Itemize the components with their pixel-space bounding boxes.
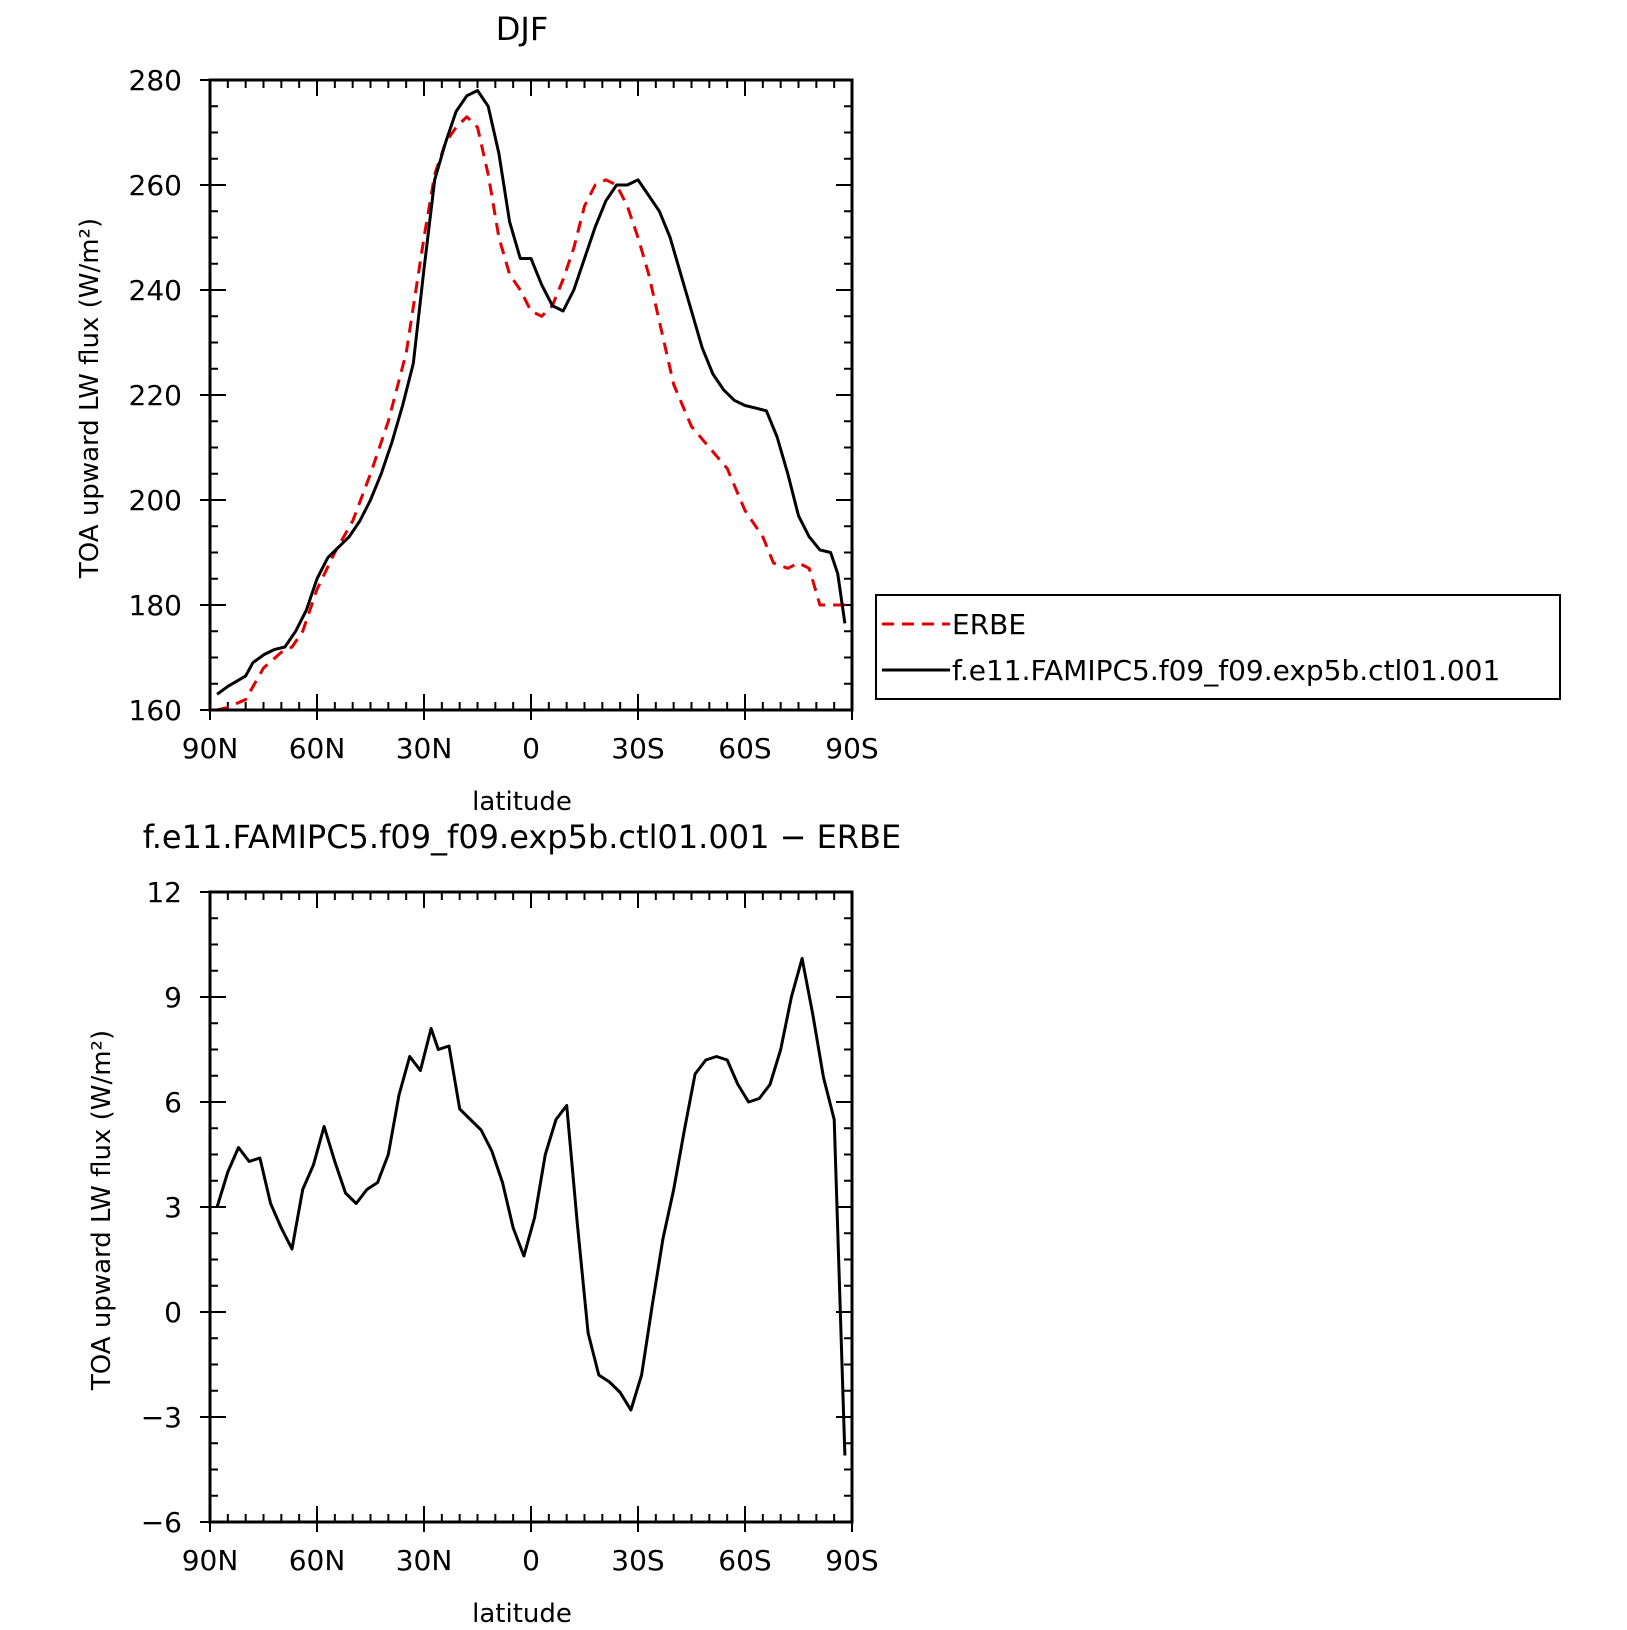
top-panel-frame: [208, 78, 854, 712]
bottom-y-tick-label: 12: [146, 876, 182, 909]
top-panel-series: [216, 89, 847, 712]
top-y-tick-label: 220: [129, 379, 182, 412]
top-y-tick-label: 200: [129, 484, 182, 517]
bottom-x-tick-label: 60S: [718, 1544, 771, 1577]
bottom-y-tick-label: −6: [141, 1506, 182, 1539]
bottom-panel-y-axis-label: TOA upward LW flux (W/m²): [87, 1030, 117, 1391]
top-panel-y-axis-label: TOA upward LW flux (W/m²): [75, 218, 105, 579]
bottom-series-line-0: [215, 957, 847, 1456]
bottom-x-tick-label: 90S: [825, 1544, 878, 1577]
bottom-y-tick-label: 0: [164, 1296, 182, 1329]
top-x-tick-label: 90N: [182, 732, 239, 765]
top-panel-tick-labels: 90N 60N 30N 0 30S 60S 90S 160 180 200 220 240 260 280: [129, 64, 879, 765]
top-x-tick-label: 0: [522, 732, 540, 765]
top-x-tick-label: 60N: [289, 732, 346, 765]
bottom-panel-frame: [208, 890, 854, 1524]
bottom-y-tick-label: 6: [164, 1086, 182, 1119]
top-x-tick-label: 90S: [825, 732, 878, 765]
top-panel-x-axis-label: latitude: [472, 787, 572, 817]
bottom-panel: f.e11.FAMIPC5.f09_f09.exp5b.ctl01.001 − …: [87, 818, 901, 1629]
bottom-x-tick-label: 0: [522, 1544, 540, 1577]
bottom-panel-series: [215, 957, 847, 1456]
top-y-tick-label: 240: [129, 274, 182, 307]
top-x-tick-label: 60S: [718, 732, 771, 765]
top-panel-title: DJF: [496, 10, 548, 48]
bottom-y-tick-label: −3: [141, 1401, 182, 1434]
bottom-y-tick-label: 9: [164, 981, 182, 1014]
bottom-x-tick-label: 30N: [396, 1544, 453, 1577]
legend-box: [875, 594, 1561, 700]
top-series-line-1: [216, 89, 847, 696]
legend-entry-model: f.e11.FAMIPC5.f09_f09.exp5b.ctl01.001: [952, 654, 1500, 687]
top-y-tick-label: 280: [129, 64, 182, 97]
top-series-line-0: [216, 115, 845, 712]
bottom-panel-tick-labels: 90N 60N 30N 0 30S 60S 90S −6 −3 0 3 6 9 12: [141, 876, 879, 1577]
top-y-tick-label: 180: [129, 589, 182, 622]
top-panel: DJF TOA upward LW flux (W/m²) latitude 9…: [75, 10, 879, 817]
legend-entry-erbe: ERBE: [952, 608, 1026, 641]
bottom-panel-title: f.e11.FAMIPC5.f09_f09.exp5b.ctl01.001 − …: [143, 818, 901, 856]
top-y-tick-label: 160: [129, 694, 182, 727]
top-x-tick-label: 30S: [611, 732, 664, 765]
legend: ERBE f.e11.FAMIPC5.f09_f09.exp5b.ctl01.0…: [875, 594, 1561, 700]
bottom-y-tick-label: 3: [164, 1191, 182, 1224]
bottom-x-tick-label: 30S: [611, 1544, 664, 1577]
bottom-x-tick-label: 60N: [289, 1544, 346, 1577]
bottom-panel-x-axis-label: latitude: [472, 1599, 572, 1629]
bottom-x-tick-label: 90N: [182, 1544, 239, 1577]
top-x-tick-label: 30N: [396, 732, 453, 765]
top-y-tick-label: 260: [129, 169, 182, 202]
